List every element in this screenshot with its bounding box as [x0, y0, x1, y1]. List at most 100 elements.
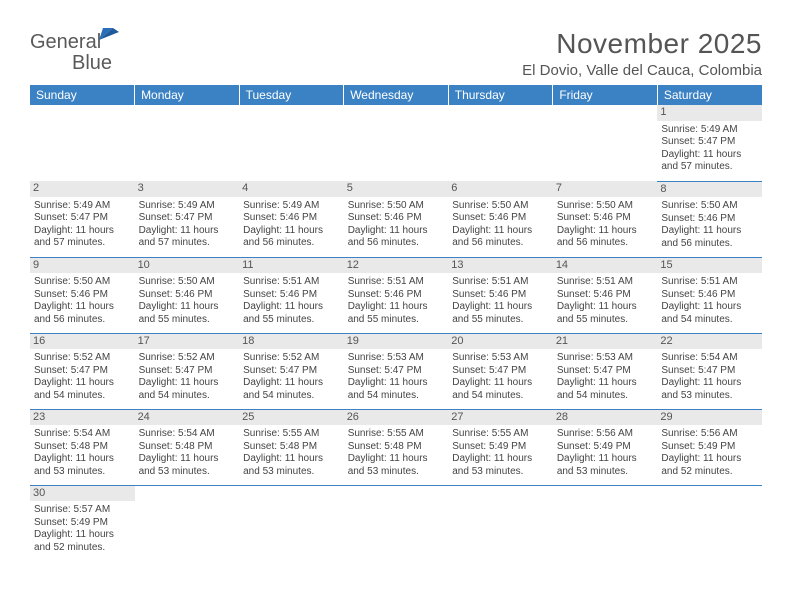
sunrise-line: Sunrise: 5:50 AM	[661, 200, 758, 213]
sunrise-line: Sunrise: 5:54 AM	[139, 428, 236, 441]
sunset-line: Sunset: 5:48 PM	[348, 441, 445, 454]
sunrise-line: Sunrise: 5:52 AM	[34, 352, 131, 365]
daylight-line: Daylight: 11 hours and 54 minutes.	[243, 377, 340, 402]
day-header: Thursday	[448, 85, 553, 105]
calendar-cell: 7Sunrise: 5:50 AMSunset: 5:46 PMDaylight…	[553, 181, 658, 257]
calendar-row: 30Sunrise: 5:57 AMSunset: 5:49 PMDayligh…	[30, 485, 762, 561]
cell-text: Sunrise: 5:50 AMSunset: 5:46 PMDaylight:…	[348, 199, 445, 250]
cell-text: Sunrise: 5:50 AMSunset: 5:46 PMDaylight:…	[661, 199, 758, 250]
sunset-line: Sunset: 5:46 PM	[661, 289, 758, 302]
sunset-line: Sunset: 5:46 PM	[661, 213, 758, 226]
calendar-body: 1Sunrise: 5:49 AMSunset: 5:47 PMDaylight…	[30, 105, 762, 561]
sunrise-line: Sunrise: 5:55 AM	[243, 428, 340, 441]
sunrise-line: Sunrise: 5:54 AM	[661, 352, 758, 365]
cell-text: Sunrise: 5:54 AMSunset: 5:47 PMDaylight:…	[661, 351, 758, 402]
daylight-line: Daylight: 11 hours and 56 minutes.	[452, 225, 549, 250]
cell-text: Sunrise: 5:51 AMSunset: 5:46 PMDaylight:…	[557, 275, 654, 326]
sunset-line: Sunset: 5:47 PM	[243, 365, 340, 378]
cell-text: Sunrise: 5:56 AMSunset: 5:49 PMDaylight:…	[661, 427, 758, 478]
daylight-line: Daylight: 11 hours and 53 minutes.	[139, 453, 236, 478]
sunset-line: Sunset: 5:46 PM	[139, 289, 236, 302]
daylight-line: Daylight: 11 hours and 57 minutes.	[661, 149, 758, 174]
sunrise-line: Sunrise: 5:50 AM	[557, 200, 654, 213]
calendar-cell: 5Sunrise: 5:50 AMSunset: 5:46 PMDaylight…	[344, 181, 449, 257]
sunrise-line: Sunrise: 5:51 AM	[348, 276, 445, 289]
sunset-line: Sunset: 5:46 PM	[452, 289, 549, 302]
logo-text-wrap: General Blue	[30, 32, 123, 74]
sunrise-line: Sunrise: 5:50 AM	[139, 276, 236, 289]
sunrise-line: Sunrise: 5:49 AM	[139, 200, 236, 213]
day-number: 6	[448, 181, 553, 197]
logo-text-general: General	[30, 31, 101, 53]
daylight-line: Daylight: 11 hours and 52 minutes.	[661, 453, 758, 478]
cell-text: Sunrise: 5:53 AMSunset: 5:47 PMDaylight:…	[452, 351, 549, 402]
sunset-line: Sunset: 5:48 PM	[243, 441, 340, 454]
calendar-cell: 3Sunrise: 5:49 AMSunset: 5:47 PMDaylight…	[135, 181, 240, 257]
daylight-line: Daylight: 11 hours and 54 minutes.	[452, 377, 549, 402]
calendar-head: SundayMondayTuesdayWednesdayThursdayFrid…	[30, 85, 762, 105]
calendar-cell: 28Sunrise: 5:56 AMSunset: 5:49 PMDayligh…	[553, 409, 658, 485]
cell-text: Sunrise: 5:55 AMSunset: 5:48 PMDaylight:…	[243, 427, 340, 478]
calendar-cell: 4Sunrise: 5:49 AMSunset: 5:46 PMDaylight…	[239, 181, 344, 257]
calendar-cell: 1Sunrise: 5:49 AMSunset: 5:47 PMDaylight…	[657, 105, 762, 181]
day-number: 28	[553, 410, 658, 426]
calendar-cell: 30Sunrise: 5:57 AMSunset: 5:49 PMDayligh…	[30, 485, 135, 561]
calendar-row: 23Sunrise: 5:54 AMSunset: 5:48 PMDayligh…	[30, 409, 762, 485]
sunset-line: Sunset: 5:46 PM	[348, 212, 445, 225]
calendar-cell	[135, 485, 240, 561]
calendar-cell	[344, 485, 449, 561]
calendar-cell: 22Sunrise: 5:54 AMSunset: 5:47 PMDayligh…	[657, 333, 762, 409]
sunset-line: Sunset: 5:47 PM	[348, 365, 445, 378]
sunrise-line: Sunrise: 5:52 AM	[139, 352, 236, 365]
calendar-cell	[135, 105, 240, 181]
page: General Blue November 2025 El Dovio, Val…	[0, 0, 792, 561]
sunset-line: Sunset: 5:46 PM	[243, 212, 340, 225]
calendar-cell: 13Sunrise: 5:51 AMSunset: 5:46 PMDayligh…	[448, 257, 553, 333]
cell-text: Sunrise: 5:52 AMSunset: 5:47 PMDaylight:…	[139, 351, 236, 402]
sunset-line: Sunset: 5:46 PM	[557, 289, 654, 302]
calendar-cell: 25Sunrise: 5:55 AMSunset: 5:48 PMDayligh…	[239, 409, 344, 485]
cell-text: Sunrise: 5:55 AMSunset: 5:49 PMDaylight:…	[452, 427, 549, 478]
sunrise-line: Sunrise: 5:51 AM	[661, 276, 758, 289]
day-number: 30	[30, 486, 135, 502]
header: General Blue November 2025 El Dovio, Val…	[30, 28, 762, 79]
calendar-cell: 6Sunrise: 5:50 AMSunset: 5:46 PMDaylight…	[448, 181, 553, 257]
sunrise-line: Sunrise: 5:50 AM	[452, 200, 549, 213]
calendar-cell: 18Sunrise: 5:52 AMSunset: 5:47 PMDayligh…	[239, 333, 344, 409]
sunset-line: Sunset: 5:49 PM	[661, 441, 758, 454]
calendar-row: 1Sunrise: 5:49 AMSunset: 5:47 PMDaylight…	[30, 105, 762, 181]
calendar-cell	[448, 105, 553, 181]
calendar-cell	[239, 105, 344, 181]
day-number: 24	[135, 410, 240, 426]
day-number: 2	[30, 181, 135, 197]
sunset-line: Sunset: 5:46 PM	[34, 289, 131, 302]
sunrise-line: Sunrise: 5:49 AM	[661, 124, 758, 137]
day-number: 27	[448, 410, 553, 426]
sunrise-line: Sunrise: 5:51 AM	[243, 276, 340, 289]
calendar-cell	[553, 105, 658, 181]
day-number: 20	[448, 334, 553, 350]
calendar-cell: 26Sunrise: 5:55 AMSunset: 5:48 PMDayligh…	[344, 409, 449, 485]
daylight-line: Daylight: 11 hours and 54 minutes.	[557, 377, 654, 402]
day-number: 29	[657, 410, 762, 426]
day-number: 13	[448, 258, 553, 274]
daylight-line: Daylight: 11 hours and 53 minutes.	[557, 453, 654, 478]
cell-text: Sunrise: 5:50 AMSunset: 5:46 PMDaylight:…	[34, 275, 131, 326]
cell-text: Sunrise: 5:49 AMSunset: 5:46 PMDaylight:…	[243, 199, 340, 250]
location: El Dovio, Valle del Cauca, Colombia	[522, 62, 762, 79]
day-number: 11	[239, 258, 344, 274]
calendar-cell: 12Sunrise: 5:51 AMSunset: 5:46 PMDayligh…	[344, 257, 449, 333]
day-number: 1	[657, 105, 762, 121]
calendar-cell: 14Sunrise: 5:51 AMSunset: 5:46 PMDayligh…	[553, 257, 658, 333]
calendar-cell: 19Sunrise: 5:53 AMSunset: 5:47 PMDayligh…	[344, 333, 449, 409]
day-number: 16	[30, 334, 135, 350]
day-header: Saturday	[657, 85, 762, 105]
sunrise-line: Sunrise: 5:53 AM	[452, 352, 549, 365]
daylight-line: Daylight: 11 hours and 53 minutes.	[452, 453, 549, 478]
day-of-week-row: SundayMondayTuesdayWednesdayThursdayFrid…	[30, 85, 762, 105]
sunrise-line: Sunrise: 5:50 AM	[348, 200, 445, 213]
day-number: 26	[344, 410, 449, 426]
day-number: 17	[135, 334, 240, 350]
daylight-line: Daylight: 11 hours and 56 minutes.	[348, 225, 445, 250]
calendar-row: 2Sunrise: 5:49 AMSunset: 5:47 PMDaylight…	[30, 181, 762, 257]
